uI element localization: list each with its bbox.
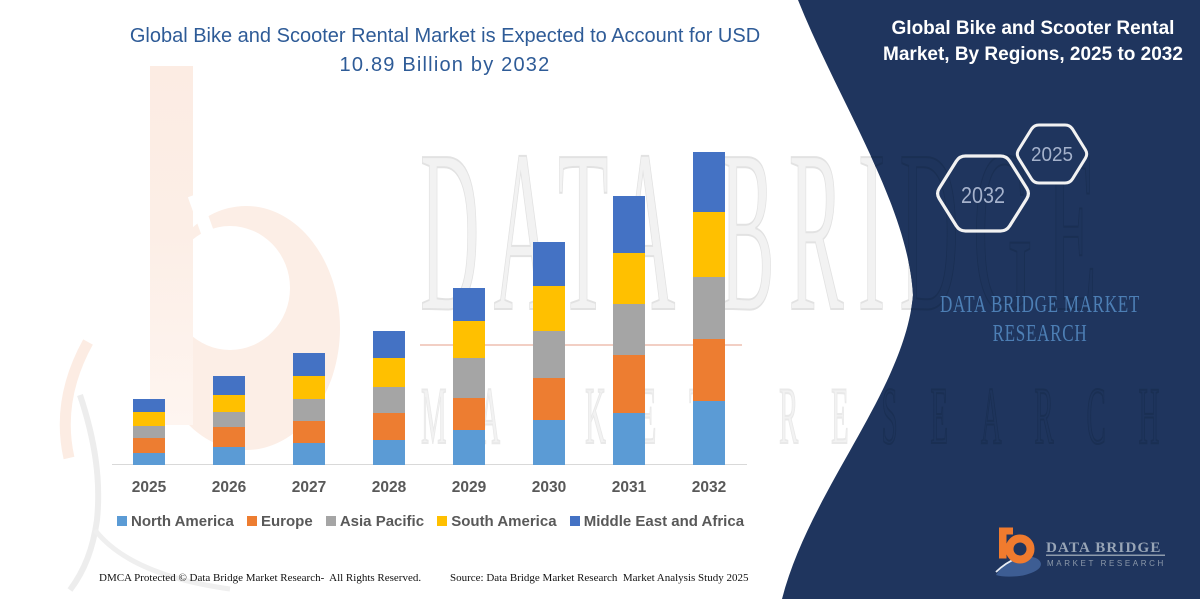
svg-text:DATA BRIDGE: DATA BRIDGE	[1046, 540, 1162, 556]
svg-text:MARKET RESEARCH: MARKET RESEARCH	[1047, 559, 1166, 568]
svg-text:2032: 2032	[961, 182, 1005, 208]
svg-text:2025: 2025	[1031, 144, 1073, 166]
